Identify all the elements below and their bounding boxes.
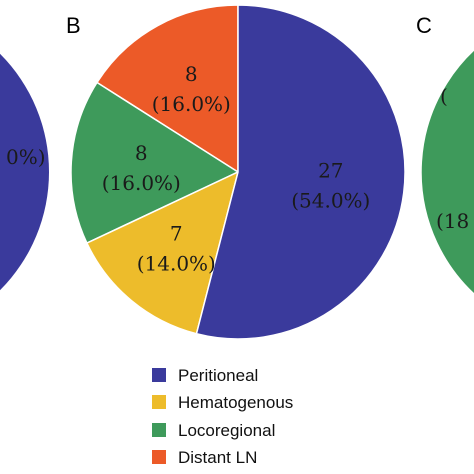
panel-c-slice-label-distant: ( — [440, 84, 448, 108]
slice-value-label-locoregional: 8 — [135, 141, 148, 165]
panel-a-slice-label: 0%) — [6, 145, 46, 169]
pie-slice-peritioneal-panel-a — [0, 53, 49, 291]
legend-swatch-distant-ln — [152, 450, 166, 464]
legend-label-locoregional: Locoregional — [178, 421, 275, 440]
panel-letter-b: B — [66, 13, 81, 38]
legend-label-peritioneal: Peritioneal — [178, 366, 258, 385]
slice-value-label-peritioneal: 27 — [318, 159, 343, 183]
panel-letter-c: C — [416, 13, 432, 38]
legend: Peritioneal Hematogenous Locoregional Di… — [152, 366, 293, 467]
slice-percent-label-locoregional: (16.0%) — [102, 171, 181, 195]
pie-slice-distant-ln — [95, 4, 239, 174]
legend-label-hematogenous: Hematogenous — [178, 393, 293, 412]
pie-panel-c: C ( (18 — [416, 13, 474, 296]
slice-value-label-hematogenous: 7 — [170, 222, 183, 246]
legend-swatch-locoregional — [152, 423, 166, 437]
pie-slice-peritioneal — [195, 4, 406, 340]
legend-swatch-peritioneal — [152, 368, 166, 382]
panel-c-slice-label-locoregional: (18 — [436, 209, 469, 233]
legend-swatch-hematogenous — [152, 395, 166, 409]
pie-panel-b: B 27 (54.0%) 7 (14.0%) 8 (16.0%) 8 (16.0%) — [66, 4, 406, 340]
slice-value-label-distant-ln: 8 — [185, 62, 198, 86]
pie-panel-a: 0%) — [0, 53, 49, 291]
slice-percent-label-distant-ln: (16.0%) — [152, 92, 231, 116]
pie-slice-locoregional — [70, 81, 240, 245]
pie-slice-hematogenous — [85, 170, 240, 335]
slice-percent-label-peritioneal: (54.0%) — [291, 189, 370, 213]
legend-label-distant-ln: Distant LN — [178, 448, 257, 467]
pie-slice-locoregional-panel-c — [420, 48, 474, 296]
slice-percent-label-hematogenous: (14.0%) — [137, 252, 216, 276]
